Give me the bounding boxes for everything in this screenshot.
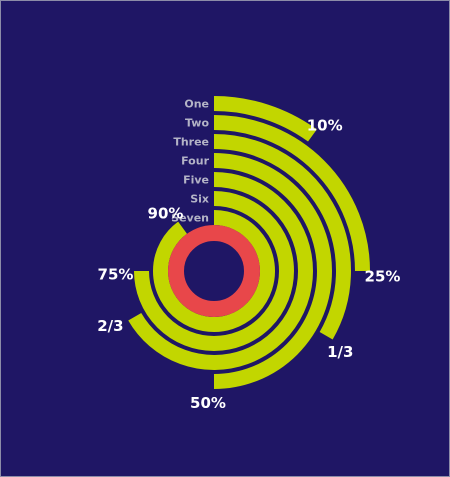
value-label-three: 1/3 (327, 343, 353, 361)
value-label-six: 75% (98, 266, 134, 284)
value-label-four: 50% (190, 394, 226, 412)
center-ring (168, 225, 260, 317)
value-label-one: 10% (307, 117, 343, 135)
category-label-seven: Seven (171, 212, 209, 225)
value-label-seven: 90% (148, 205, 184, 223)
value-label-five: 2/3 (97, 317, 123, 335)
bar-one (213, 96, 317, 142)
bar-three (213, 134, 351, 340)
bar-seven (153, 210, 275, 332)
bar-four (213, 153, 332, 389)
bar-six (134, 191, 294, 351)
bar-two (213, 115, 370, 272)
category-label-three: Three (173, 136, 209, 149)
bar-five (128, 172, 313, 370)
category-label-six: Six (190, 193, 209, 206)
category-label-five: Five (183, 174, 209, 187)
category-label-four: Four (181, 155, 209, 168)
category-label-two: Two (185, 117, 209, 130)
category-label-one: One (184, 98, 209, 111)
value-label-two: 25% (365, 268, 401, 286)
